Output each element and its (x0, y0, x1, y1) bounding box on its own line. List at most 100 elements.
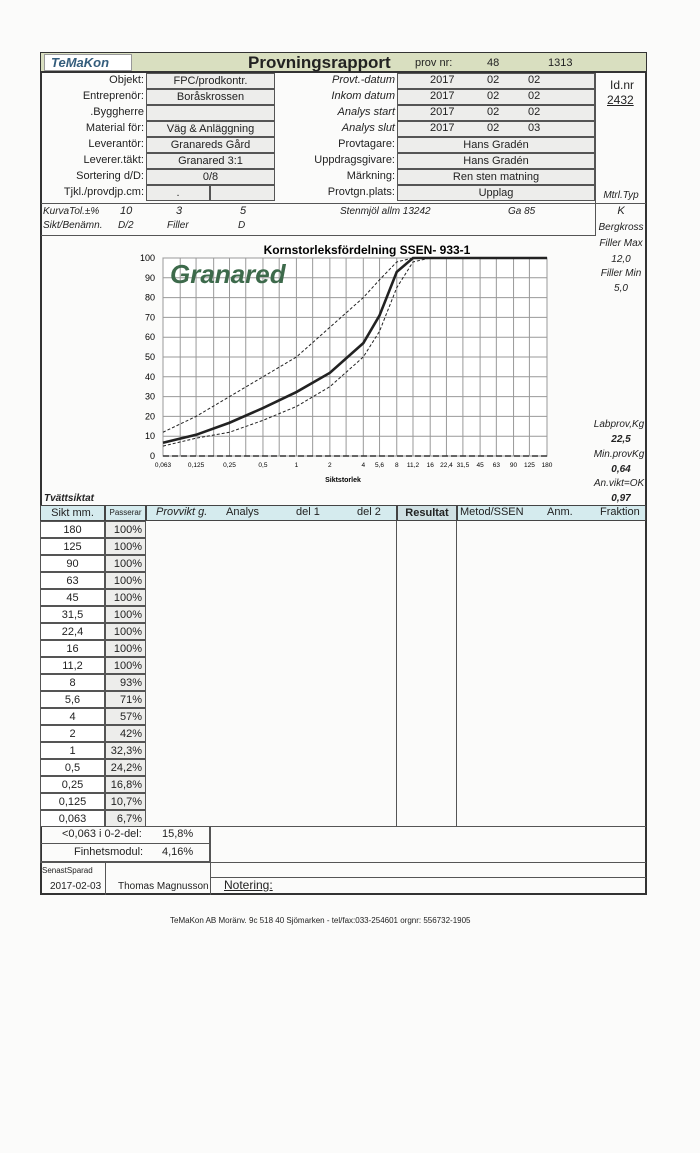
kurva-tol-label: KurvaTol.±% (43, 206, 100, 217)
sikt-cell: 31,5 (40, 606, 105, 623)
col-anm: Anm. (547, 506, 573, 518)
y-tick-label: 0 (150, 451, 155, 461)
table-row: 2 42% (40, 725, 146, 742)
person: Thomas Magnusson (118, 881, 209, 892)
col-analys: Analys (226, 506, 260, 518)
passerar-cell: 24,2% (105, 759, 146, 776)
sikt-v2: Filler (167, 220, 189, 231)
passerar-cell: 71% (105, 691, 146, 708)
tvattsiktat-label: Tvättsiktat (44, 493, 95, 504)
passerar-cell: 100% (105, 606, 146, 623)
grading-chart: 0 10 20 30 40 50 60 70 80 90 100 0,063 0,125 0,25 0,5 1… (140, 243, 553, 484)
col-provvikt: Provvikt g. (156, 506, 208, 518)
passerar-cell: 100% (105, 538, 146, 555)
passerar-cell: 100% (105, 640, 146, 657)
x-tick-label: 31,5 (457, 462, 470, 469)
date-field[interactable] (397, 121, 595, 137)
date-month: 02 (487, 90, 500, 102)
col-metod: Metod/SSEN (460, 506, 524, 518)
field-input[interactable]: Väg & Anläggning (146, 121, 275, 137)
field-input[interactable]: FPC/prodkontr. (146, 73, 275, 89)
labprov-label: Labprov,Kg (593, 419, 645, 430)
passerar-cell: 100% (105, 521, 146, 538)
y-tick-label: 60 (145, 332, 155, 342)
company-footer: TeMaKon AB Moränv. 9c 518 40 Sjömarken -… (170, 916, 471, 925)
fines-label: <0,063 i 0-2-del: (62, 828, 142, 840)
table-row: 0,125 10,7% (40, 793, 146, 810)
date-label: Analys slut (341, 122, 395, 134)
x-tick-label: 16 (427, 462, 435, 469)
date-year: 2017 (430, 74, 455, 86)
field-input[interactable]: . (146, 185, 210, 201)
sikt-cell: 0,25 (40, 776, 105, 793)
field-label: Leverantör: (88, 138, 144, 150)
field-label: Uppdragsgivare: (314, 154, 395, 166)
divider (40, 843, 210, 844)
divider (105, 862, 106, 895)
table-row: 125 100% (40, 538, 146, 555)
col-metod-group (457, 505, 646, 521)
date-month: 02 (487, 106, 500, 118)
sikt-cell: 1 (40, 742, 105, 759)
x-tick-label: 5,6 (375, 462, 384, 469)
filler-min-label: Filler Min (600, 268, 642, 279)
ga-value: Ga 85 (508, 206, 536, 217)
passerar-cell: 93% (105, 674, 146, 691)
sikt-cell: 0,5 (40, 759, 105, 776)
report-header (41, 53, 646, 73)
passerar-cell: 100% (105, 589, 146, 606)
table-row: 90 100% (40, 555, 146, 572)
field-label: Objekt: (109, 74, 144, 86)
y-tick-label: 20 (145, 411, 155, 421)
field-input[interactable]: Hans Gradén (397, 153, 595, 169)
prov-nr-label: prov nr: (415, 57, 453, 69)
field-label: Tjkl./provdjp.cm: (63, 186, 144, 198)
sikt-cell: 45 (40, 589, 105, 606)
table-row: 22,4 100% (40, 623, 146, 640)
field-label: Material för: (85, 122, 144, 134)
divider (40, 862, 646, 863)
tolerance-envelope (162, 257, 547, 433)
sikt-cell: 8 (40, 674, 105, 691)
material-note: Stenmjöl allm 13242 (340, 206, 431, 217)
col-fraktion: Fraktion (600, 506, 640, 518)
table-row: 45 100% (40, 589, 146, 606)
x-tick-label: 1 (295, 462, 299, 469)
field-input[interactable] (146, 105, 275, 121)
col-provvikt-group (146, 505, 397, 521)
divider (595, 203, 596, 236)
min-prov: 0,64 (611, 464, 631, 475)
field-input[interactable]: 0/8 (146, 169, 275, 185)
kurva-v3: 5 (240, 205, 247, 217)
x-tick-label: 8 (395, 462, 399, 469)
date-field[interactable] (397, 89, 595, 105)
field-input[interactable]: Hans Gradén (397, 137, 595, 153)
y-tick-label: 30 (145, 392, 155, 402)
table-row: 63 100% (40, 572, 146, 589)
field-input[interactable]: Granared 3:1 (146, 153, 275, 169)
date-field[interactable] (397, 105, 595, 121)
x-tick-label: 45 (476, 462, 484, 469)
date-month: 02 (487, 122, 500, 134)
date-field[interactable] (397, 73, 595, 89)
field-input[interactable]: Boråskrossen (146, 89, 275, 105)
field-input-2[interactable] (210, 185, 275, 201)
field-input[interactable]: Upplag (397, 185, 595, 201)
field-input[interactable]: Ren sten matning (397, 169, 595, 185)
id-nr-value: 2432 (607, 93, 634, 107)
date-month: 02 (487, 74, 500, 86)
an-vikt: 0,97 (611, 493, 631, 504)
table-row: 180 100% (40, 521, 146, 538)
field-input[interactable]: Granareds Gård (146, 137, 275, 153)
date-year: 2017 (430, 106, 455, 118)
sikt-cell: 22,4 (40, 623, 105, 640)
passerar-cell: 6,7% (105, 810, 146, 827)
notering-label: Notering: (224, 878, 273, 892)
sikt-cell: 5,6 (40, 691, 105, 708)
fines-value: 15,8% (162, 828, 194, 840)
sikt-benamn-label: Sikt/Benämn. (43, 220, 103, 231)
x-tick-label: 0,5 (258, 462, 267, 469)
x-axis-label: Siktstorlek (325, 477, 361, 484)
table-row: 8 93% (40, 674, 146, 691)
x-tick-label: 90 (510, 462, 518, 469)
